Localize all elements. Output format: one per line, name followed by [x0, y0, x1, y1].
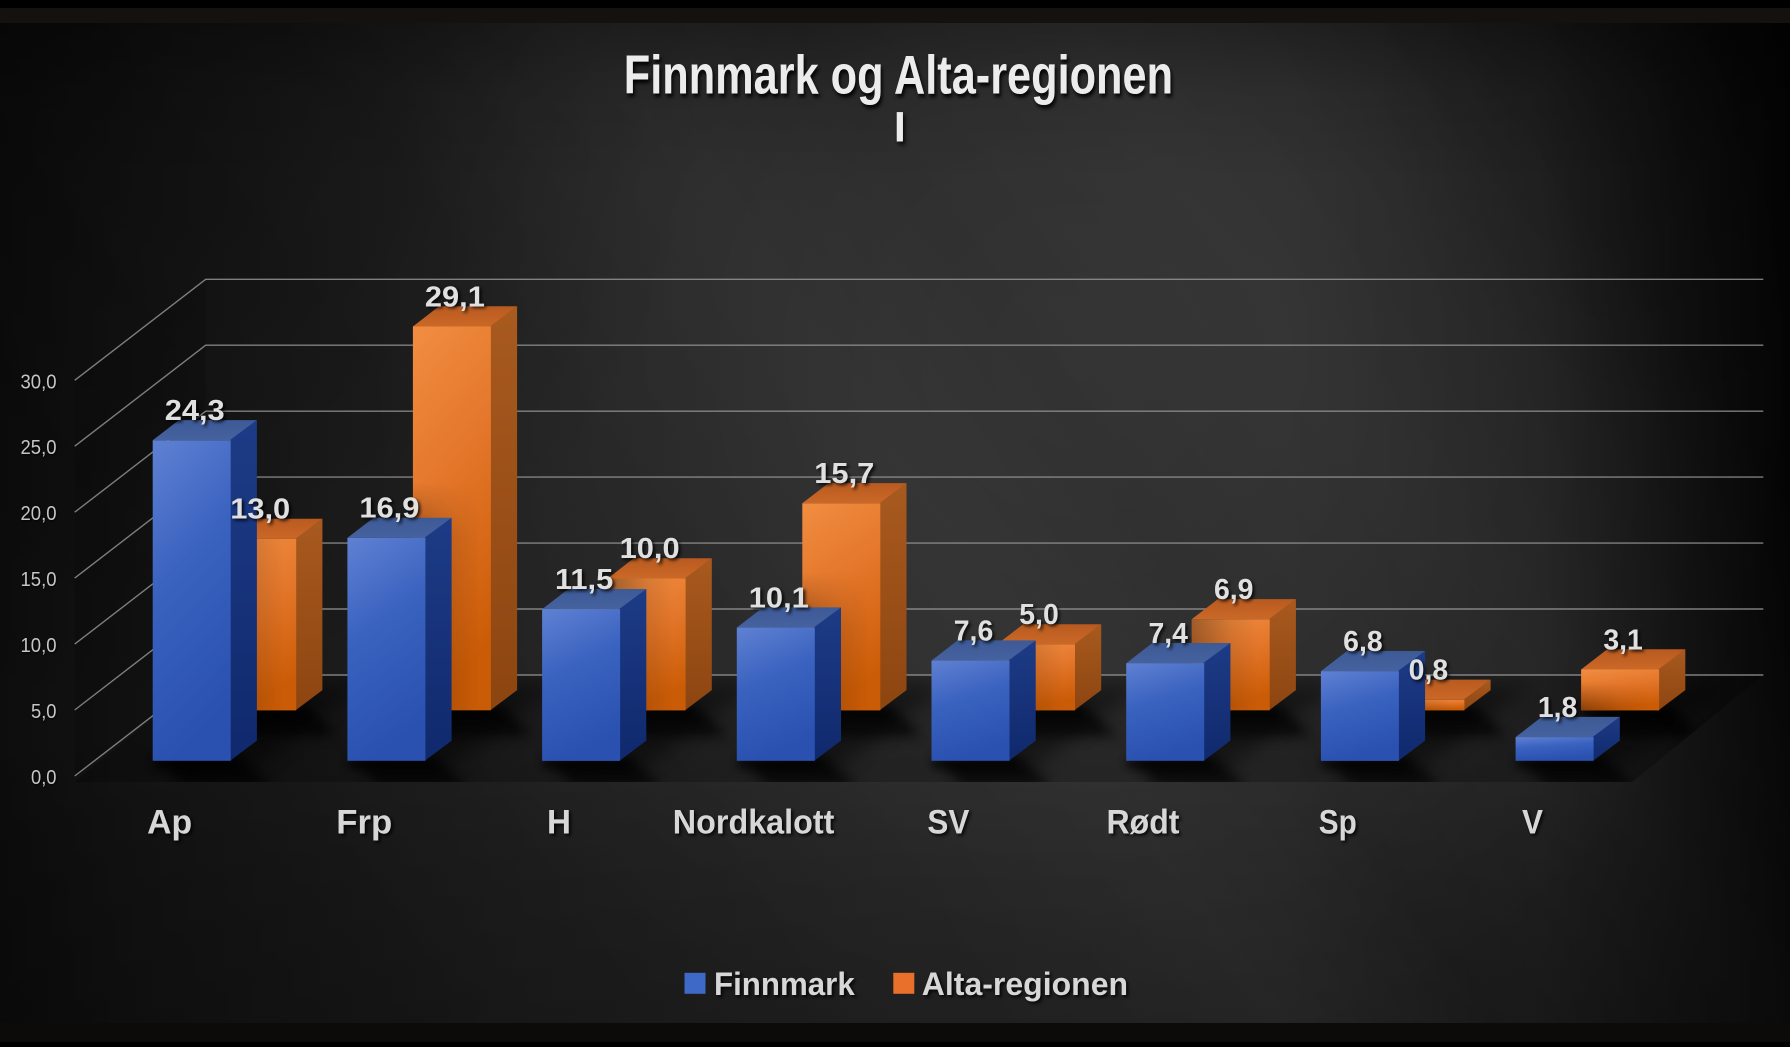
svg-text:I: I: [894, 104, 906, 152]
svg-text:15,7: 15,7: [814, 458, 874, 490]
svg-text:SV: SV: [927, 802, 969, 840]
svg-text:3,1: 3,1: [1603, 624, 1643, 656]
svg-text:24,3: 24,3: [165, 395, 225, 427]
svg-text:Sp: Sp: [1319, 803, 1357, 841]
svg-text:10,0: 10,0: [21, 635, 57, 657]
svg-text:10,0: 10,0: [620, 533, 680, 565]
svg-text:H: H: [547, 804, 571, 841]
svg-text:Finnmark og Alta-regionen: Finnmark og Alta-regionen: [624, 45, 1173, 106]
svg-text:6,8: 6,8: [1343, 626, 1383, 658]
svg-text:13,0: 13,0: [230, 494, 290, 526]
svg-text:20,0: 20,0: [21, 504, 57, 526]
svg-text:7,6: 7,6: [954, 615, 994, 647]
svg-text:7,4: 7,4: [1148, 618, 1188, 650]
svg-text:Finnmark: Finnmark: [714, 966, 855, 1002]
svg-text:15,0: 15,0: [21, 569, 57, 591]
svg-text:11,5: 11,5: [555, 564, 613, 596]
svg-text:Alta-regionen: Alta-regionen: [922, 966, 1128, 1002]
svg-text:Ap: Ap: [147, 804, 192, 842]
svg-text:29,1: 29,1: [425, 281, 485, 313]
svg-text:25,0: 25,0: [21, 438, 57, 460]
svg-text:0,8: 0,8: [1409, 654, 1449, 686]
svg-text:Rødt: Rødt: [1107, 804, 1180, 842]
svg-text:V: V: [1522, 802, 1543, 840]
svg-text:6,9: 6,9: [1214, 574, 1254, 606]
svg-text:30,0: 30,0: [21, 372, 57, 394]
svg-text:Frp: Frp: [336, 804, 392, 842]
svg-text:10,1: 10,1: [749, 582, 809, 614]
svg-text:16,9: 16,9: [359, 493, 419, 525]
svg-text:5,0: 5,0: [31, 701, 57, 723]
svg-text:1,8: 1,8: [1538, 692, 1578, 724]
svg-text:0,0: 0,0: [31, 767, 57, 789]
svg-text:5,0: 5,0: [1019, 599, 1059, 631]
svg-text:Nordkalott: Nordkalott: [673, 804, 835, 842]
